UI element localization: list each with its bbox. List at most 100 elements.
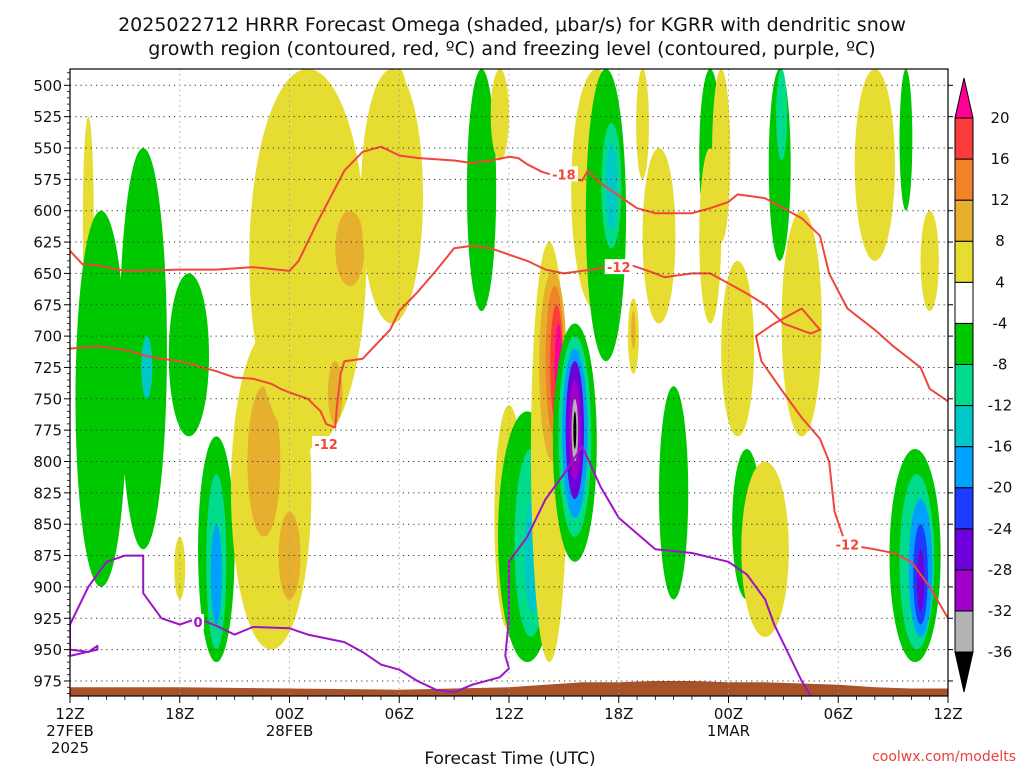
omega-cell-42 bbox=[636, 69, 649, 180]
y-tick-label-9: 725 bbox=[33, 359, 62, 377]
credit-text: coolwx.com/modelts bbox=[872, 749, 1016, 765]
y-tick-label-3: 575 bbox=[33, 171, 62, 189]
colorbar-box-4 bbox=[954, 446, 974, 489]
contour-label-0: -18 bbox=[552, 168, 576, 183]
contour-label-bg-3 bbox=[833, 536, 862, 552]
omega-cell-13 bbox=[335, 210, 365, 286]
colorbar-box-5 bbox=[954, 405, 974, 448]
y-tick-label-1: 525 bbox=[33, 108, 62, 126]
colorbar-label-2: 12 bbox=[990, 191, 1009, 209]
contour-dgz-top bbox=[70, 145, 948, 403]
omega-cell-48 bbox=[721, 260, 755, 437]
colorbar-box-6 bbox=[954, 363, 974, 407]
colorbar-label-13: -36 bbox=[988, 643, 1013, 661]
omega-cell-1 bbox=[75, 210, 127, 587]
contour-lines bbox=[70, 145, 948, 696]
y-axis-ticks: 500 525 550 575 600 625 650 675 700 725 750 775 800 8… bbox=[33, 72, 953, 694]
y-tick-label-17: 925 bbox=[33, 610, 62, 628]
omega-cell-18 bbox=[466, 69, 497, 312]
colorbar-box-7 bbox=[954, 322, 974, 365]
colorbar-box-8 bbox=[954, 281, 974, 324]
colorbar-box-9 bbox=[954, 240, 974, 283]
colorbar-lower-arrow bbox=[954, 651, 974, 693]
colorbar-box-2 bbox=[954, 528, 974, 571]
x-tick-label-1: 18Z bbox=[165, 705, 194, 723]
contour-label-2: -12 bbox=[314, 438, 338, 453]
y-tick-label-13: 825 bbox=[33, 484, 62, 502]
x-tick-label-6: 00Z bbox=[714, 705, 743, 723]
y-tick-label-12: 800 bbox=[33, 453, 62, 471]
colorbar-box-11 bbox=[954, 158, 974, 201]
contour-freezing-level bbox=[70, 445, 812, 696]
colorbar-box-12 bbox=[954, 117, 974, 160]
omega-cell-5 bbox=[174, 536, 186, 600]
x-tick-date-0: 27FEB bbox=[46, 722, 93, 740]
grid-lines bbox=[70, 69, 948, 696]
colorbar-label-9: -20 bbox=[988, 479, 1013, 497]
omega-cell-56 bbox=[899, 69, 913, 211]
omega-cell-62 bbox=[916, 549, 925, 612]
omega-cell-47 bbox=[699, 148, 722, 324]
colorbar-box-0 bbox=[954, 610, 974, 653]
y-tick-label-2: 550 bbox=[33, 140, 62, 158]
colorbar-label-4: 4 bbox=[995, 273, 1005, 291]
y-tick-label-7: 675 bbox=[33, 296, 62, 314]
x-tick-date-6: 1MAR bbox=[707, 722, 750, 740]
omega-cell-4 bbox=[168, 273, 210, 437]
x-tick-label-7: 06Z bbox=[824, 705, 853, 723]
title-block: 2025022712 HRRR Forecast Omega (shaded, … bbox=[118, 14, 906, 60]
title-line-2: growth region (contoured, red, ºC) and f… bbox=[148, 38, 875, 60]
omega-cell-55 bbox=[854, 69, 895, 261]
colorbar-label-3: 8 bbox=[995, 232, 1005, 250]
x-tick-label-4: 12Z bbox=[494, 705, 523, 723]
x-tick-label-3: 06Z bbox=[385, 705, 414, 723]
x-axis-label: Forecast Time (UTC) bbox=[424, 749, 595, 768]
omega-cell-41 bbox=[631, 311, 636, 349]
y-tick-label-10: 750 bbox=[33, 390, 62, 408]
omega-cell-16 bbox=[369, 398, 392, 437]
colorbar-label-0: 20 bbox=[990, 109, 1009, 127]
colorbar-box-3 bbox=[954, 487, 974, 530]
colorbar-label-6: -8 bbox=[993, 355, 1008, 373]
x-tick-date-2: 28FEB bbox=[266, 722, 313, 740]
colorbar-label-1: 16 bbox=[990, 150, 1009, 168]
y-tick-label-0: 500 bbox=[33, 77, 62, 95]
y-tick-label-5: 625 bbox=[33, 234, 62, 252]
omega-cell-39 bbox=[605, 141, 617, 230]
omega-cell-10 bbox=[247, 386, 281, 537]
colorbar: 20 16 12 8 4 -4 -8 -12 -16 -20 -24 -28 -32 -36 bbox=[954, 77, 1013, 693]
y-tick-label-11: 775 bbox=[33, 422, 62, 440]
x-tick-year-0: 2025 bbox=[51, 739, 89, 757]
x-tick-label-0: 12Z bbox=[55, 705, 84, 723]
y-tick-label-15: 875 bbox=[33, 547, 62, 565]
title-line-1: 2025022712 HRRR Forecast Omega (shaded, … bbox=[118, 14, 906, 36]
omega-cell-43 bbox=[642, 148, 676, 324]
colorbar-label-12: -32 bbox=[988, 602, 1013, 620]
colorbar-upper-arrow bbox=[954, 77, 974, 119]
y-tick-label-4: 600 bbox=[33, 202, 62, 220]
x-tick-label-5: 18Z bbox=[604, 705, 633, 723]
omega-cell-54 bbox=[741, 461, 789, 638]
y-tick-label-18: 950 bbox=[33, 641, 62, 659]
colorbar-label-5: -4 bbox=[993, 314, 1008, 332]
contour-label-3: -12 bbox=[836, 538, 860, 553]
omega-cell-14 bbox=[327, 361, 343, 424]
contour-label-1: -12 bbox=[607, 261, 631, 276]
colorbar-label-10: -24 bbox=[988, 520, 1013, 538]
y-tick-label-14: 850 bbox=[33, 516, 62, 534]
omega-cell-57 bbox=[920, 210, 939, 312]
colorbar-label-7: -12 bbox=[988, 397, 1013, 415]
contour-label-bg-0 bbox=[549, 166, 578, 182]
omega-cell-12 bbox=[249, 69, 367, 449]
contour-label-bg-2 bbox=[312, 435, 341, 451]
omega-cell-15 bbox=[360, 69, 424, 324]
contour-label-bg-4 bbox=[192, 614, 205, 630]
colorbar-label-11: -28 bbox=[988, 561, 1013, 579]
omega-cell-53 bbox=[781, 210, 822, 437]
contour-dgz-bottom bbox=[70, 244, 948, 619]
x-tick-label-8: 12Z bbox=[933, 705, 962, 723]
y-tick-label-8: 700 bbox=[33, 328, 62, 346]
y-tick-label-16: 900 bbox=[33, 578, 62, 596]
